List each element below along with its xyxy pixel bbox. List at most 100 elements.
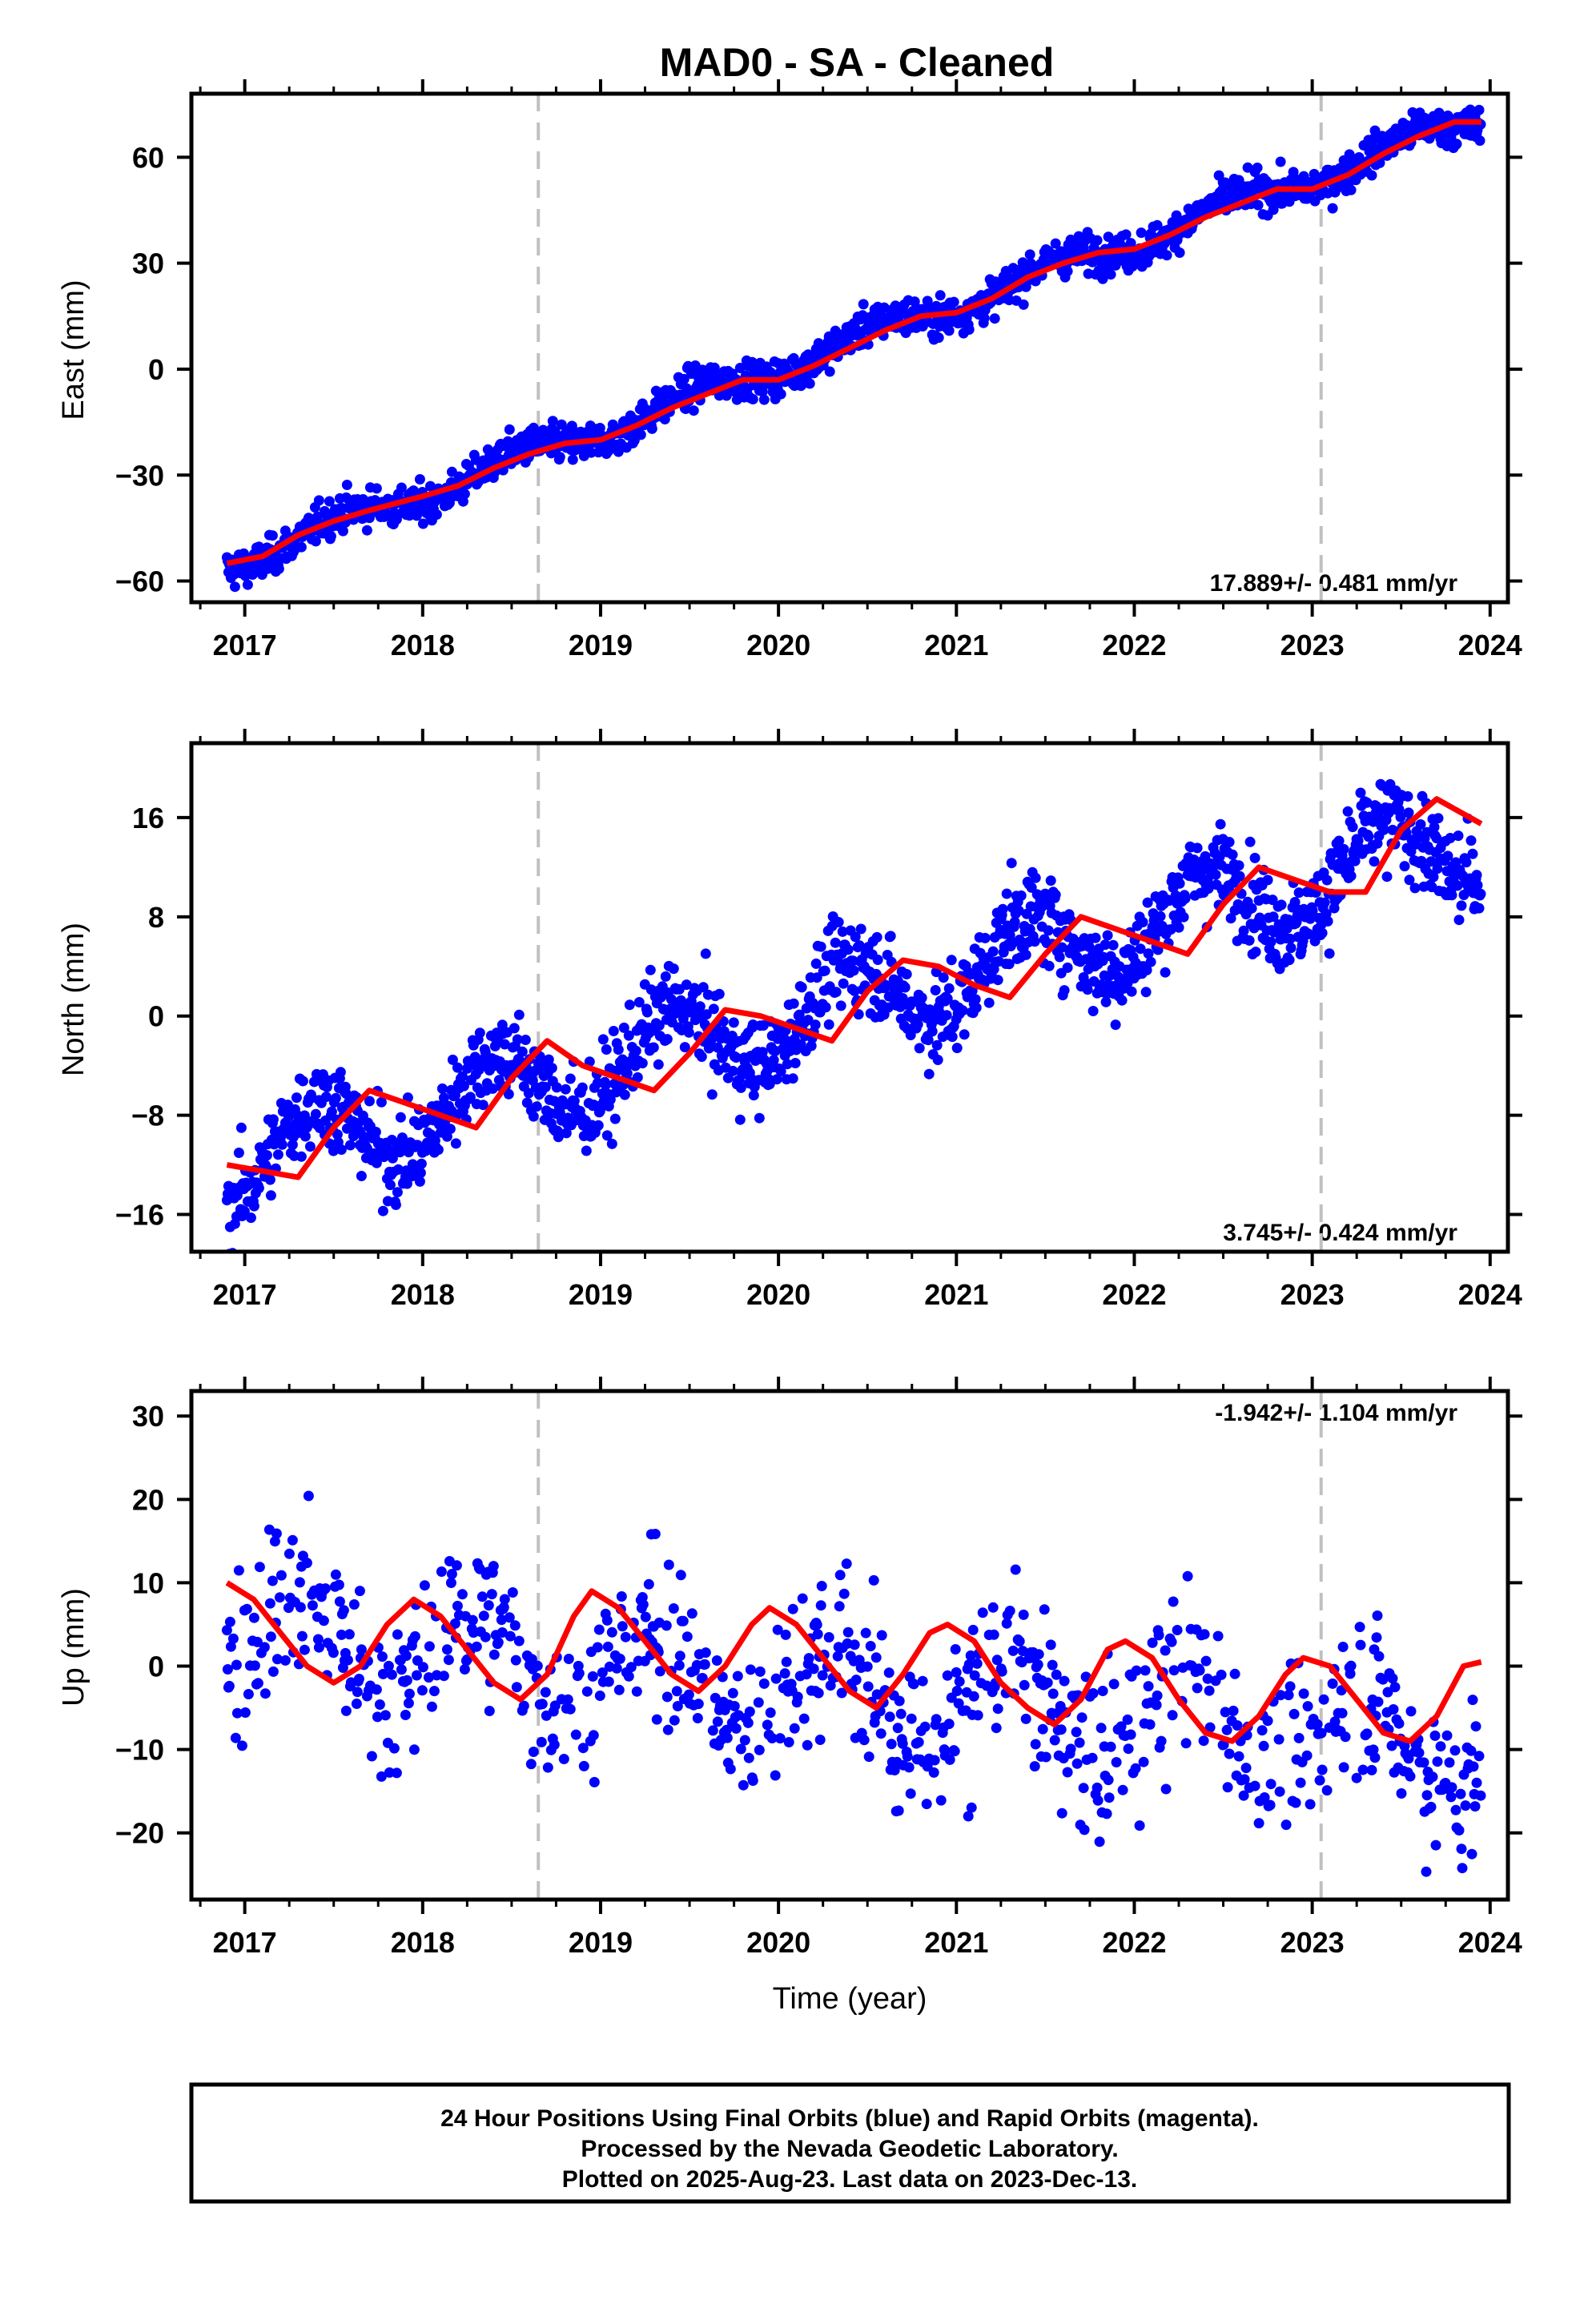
up-position-point: [1418, 1757, 1429, 1768]
north-position-point: [735, 1082, 746, 1093]
north-position-point: [503, 1088, 514, 1100]
up-position-point: [540, 1687, 551, 1698]
up-position-point: [536, 1736, 547, 1747]
up-position-point: [388, 1743, 400, 1754]
east-position-point: [273, 563, 284, 574]
north-position-point: [1409, 883, 1421, 894]
north-position-point: [540, 1082, 551, 1092]
up-position-point: [1168, 1665, 1180, 1676]
up-position-point: [558, 1754, 569, 1764]
east-position-point: [948, 296, 959, 308]
north-position-point: [1285, 943, 1297, 954]
up-position-point: [562, 1694, 573, 1705]
up-position-point: [697, 1673, 708, 1683]
east-position-point: [1091, 235, 1103, 246]
up-position-point: [328, 1647, 339, 1659]
north-position-point: [464, 1092, 476, 1103]
up-position-point: [996, 1666, 1007, 1677]
up-position-point: [436, 1566, 447, 1577]
up-position-point: [739, 1735, 750, 1746]
north-position-point: [487, 1083, 498, 1094]
up-position-point: [231, 1707, 243, 1719]
up-position-point: [243, 1689, 254, 1699]
up-position-point: [1131, 1665, 1142, 1676]
north-position-point: [1090, 932, 1101, 943]
north-position-point: [1421, 826, 1433, 838]
up-position-point: [906, 1713, 917, 1724]
north-position-point: [458, 1080, 469, 1092]
east-y-tick-label: 30: [132, 247, 164, 280]
north-position-point: [1246, 903, 1257, 914]
up-position-point: [1475, 1790, 1486, 1801]
north-position-point: [1126, 986, 1137, 997]
chart-title: MAD0 - SA - Cleaned: [660, 40, 1055, 85]
up-position-point: [537, 1699, 548, 1710]
up-position-point: [330, 1569, 341, 1580]
north-position-point: [416, 1158, 427, 1169]
up-position-point: [943, 1719, 955, 1730]
up-position-point: [637, 1599, 649, 1610]
north-position-point: [361, 1143, 372, 1154]
up-position-point: [643, 1578, 654, 1590]
up-position-point: [815, 1600, 826, 1611]
up-position-point: [443, 1655, 454, 1666]
up-position-point: [897, 1738, 908, 1749]
up-position-point: [836, 1687, 847, 1699]
north-position-point: [593, 1120, 604, 1131]
north-position-point: [835, 1000, 846, 1011]
north-position-point: [1415, 819, 1426, 830]
north-position-point: [748, 1090, 759, 1101]
north-position-point: [632, 1072, 643, 1083]
up-position-point: [449, 1618, 460, 1629]
up-position-point: [614, 1653, 625, 1664]
up-position-point: [230, 1732, 241, 1743]
north-position-point: [245, 1212, 256, 1224]
up-position-point: [841, 1558, 852, 1570]
up-position-point: [581, 1686, 593, 1697]
up-position-point: [1222, 1782, 1233, 1793]
up-position-point: [1429, 1730, 1441, 1741]
east-x-tick-label: 2017: [213, 629, 277, 661]
north-position-point: [679, 1042, 690, 1053]
north-position-point: [782, 1059, 793, 1070]
up-position-point: [1262, 1715, 1273, 1727]
north-position-point: [619, 1089, 630, 1100]
east-y-tick-label: 60: [132, 141, 164, 174]
north-position-point: [1244, 935, 1255, 946]
up-position-point: [1450, 1804, 1461, 1815]
east-position-point: [229, 581, 240, 593]
north-position-point: [683, 1027, 694, 1038]
up-position-point: [1354, 1622, 1365, 1633]
north-y-axis-label: North (mm): [57, 923, 90, 1076]
north-position-point: [384, 1180, 396, 1191]
up-position-point: [408, 1744, 420, 1755]
up-position-point: [673, 1660, 685, 1671]
north-position-point: [1029, 936, 1040, 947]
north-position-point: [605, 1094, 616, 1105]
up-position-point: [992, 1703, 1003, 1715]
north-position-point: [1284, 955, 1295, 966]
north-position-point: [1472, 879, 1483, 891]
north-position-point: [1056, 942, 1067, 953]
up-position-point: [838, 1588, 850, 1599]
up-position-point: [849, 1639, 860, 1651]
east-position-point: [295, 541, 307, 553]
north-position-point: [581, 1145, 592, 1156]
up-position-point: [239, 1707, 251, 1718]
up-position-point: [416, 1685, 428, 1696]
north-position-point: [1381, 871, 1393, 883]
up-position-point: [1071, 1758, 1083, 1769]
east-position-point: [1366, 170, 1377, 181]
up-position-point: [1298, 1688, 1309, 1699]
north-position-point: [1429, 822, 1440, 833]
up-position-point: [549, 1739, 560, 1751]
east-position-point: [678, 373, 689, 384]
north-position-point: [1165, 924, 1176, 935]
north-position-point: [775, 1066, 786, 1077]
north-position-point: [1234, 870, 1245, 882]
up-position-point: [1078, 1783, 1089, 1794]
up-position-point: [1427, 1771, 1438, 1783]
up-position-point: [1264, 1799, 1276, 1811]
north-position-point: [641, 1007, 653, 1018]
up-position-point: [588, 1730, 599, 1741]
